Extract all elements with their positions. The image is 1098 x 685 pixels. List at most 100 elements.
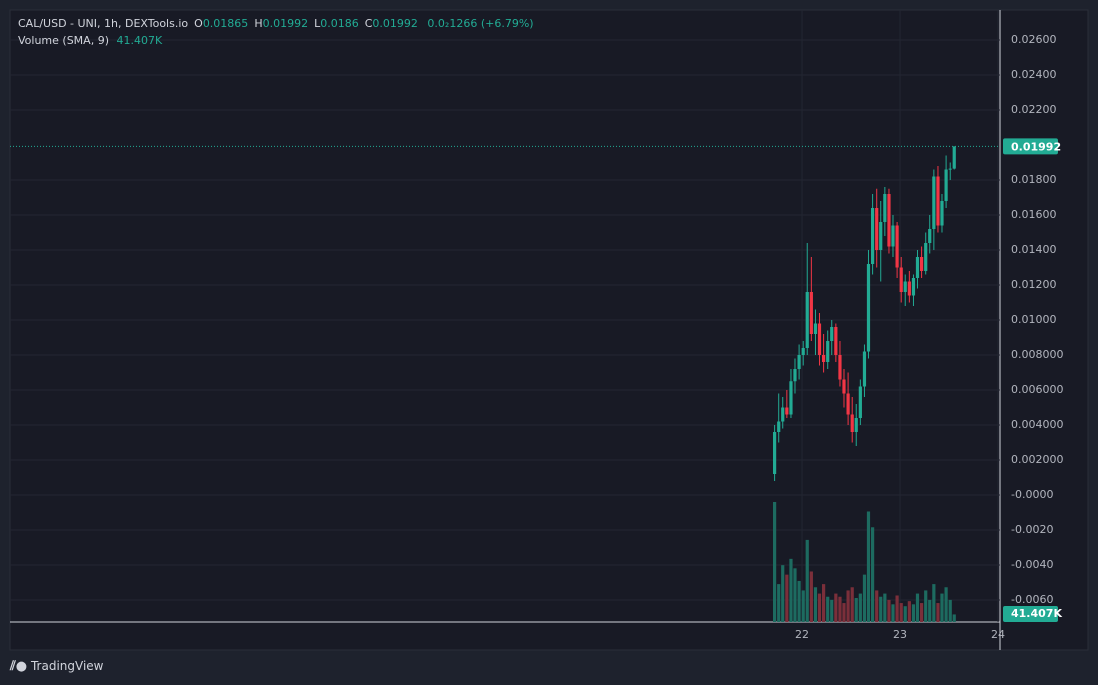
- x-tick-label: 22: [795, 628, 809, 641]
- volume-bar: [915, 593, 920, 622]
- volume-legend: Volume (SMA, 9) 41.407K: [18, 34, 162, 47]
- volume-bar: [862, 574, 867, 622]
- volume-bar: [846, 590, 850, 622]
- candle-body: [805, 291, 809, 348]
- volume-bar: [936, 603, 940, 622]
- volume-bar: [850, 587, 854, 622]
- candle-body: [813, 323, 818, 334]
- y-tick-label: -0.0040: [1011, 558, 1053, 571]
- candle-body: [854, 418, 858, 433]
- candle-body: [834, 326, 838, 355]
- volume-bar: [924, 590, 928, 622]
- candle-body: [862, 351, 867, 387]
- volume-sma-label: 41.407K: [1011, 607, 1062, 620]
- candle-body: [932, 176, 936, 229]
- y-tick-label: 0.02400: [1011, 68, 1057, 81]
- volume-bar: [866, 511, 871, 622]
- volume-bar: [817, 593, 822, 622]
- candle-body: [846, 393, 850, 415]
- volume-bar: [919, 603, 924, 622]
- candle-body: [789, 381, 793, 415]
- candle-body: [842, 379, 846, 394]
- y-tick-label: 0.01000: [1011, 313, 1057, 326]
- y-tick-label: -0.0020: [1011, 523, 1053, 536]
- volume-pane: [772, 502, 956, 622]
- candle-body: [924, 242, 928, 271]
- candle-body: [838, 354, 842, 380]
- volume-bar: [805, 539, 809, 622]
- volume-bar: [838, 596, 842, 622]
- candle-body: [793, 368, 797, 382]
- volume-bar: [940, 593, 944, 622]
- change: 0.0₂1266 (+6.79%): [427, 17, 534, 30]
- ohlc-legend: O0.01865 H0.01992 L0.0186 C0.01992: [188, 17, 418, 30]
- ohlc-value: 0.01992: [262, 17, 309, 30]
- volume-bar: [899, 603, 903, 622]
- volume-bar: [826, 596, 830, 622]
- volume-bar: [944, 587, 948, 622]
- candle-body: [891, 225, 895, 247]
- y-tick-label: 0.006000: [1011, 383, 1064, 396]
- volume-bar: [842, 603, 846, 622]
- candle-body: [879, 221, 883, 250]
- ohlc-value: 0.01865: [202, 17, 249, 30]
- volume-bar: [887, 599, 891, 622]
- volume-bar: [834, 593, 838, 622]
- volume-bar: [809, 571, 813, 622]
- candle-body: [911, 277, 916, 296]
- brand-name: TradingView: [30, 659, 104, 673]
- volume-bar: [952, 614, 956, 622]
- candle-body: [797, 354, 801, 369]
- y-tick-label: 0.002000: [1011, 453, 1064, 466]
- volume-bar: [793, 568, 797, 622]
- volume-bar: [879, 596, 883, 622]
- candle-body: [785, 407, 789, 415]
- volume-sma-tag: [1003, 606, 1058, 622]
- candle-body: [826, 340, 830, 362]
- volume-bar: [830, 599, 834, 622]
- volume-bar: [781, 565, 785, 622]
- volume-bar: [891, 604, 895, 622]
- y-tick-label: 0.01400: [1011, 243, 1057, 256]
- volume-bar: [858, 593, 862, 622]
- symbol-title: CAL/USD - UNI, 1h, DEXTools.io: [18, 17, 189, 30]
- volume-bar: [895, 595, 899, 622]
- ohlc-key: O: [194, 17, 203, 30]
- volume-bar: [903, 606, 907, 622]
- candle-body: [821, 354, 826, 362]
- candle-body: [944, 169, 948, 201]
- y-tick-label: -0.0000: [1011, 488, 1053, 501]
- volume-bar: [772, 502, 777, 622]
- volume-bar: [928, 599, 932, 622]
- volume-bar: [777, 584, 781, 622]
- volume-bar: [821, 584, 826, 622]
- y-tick-label: 0.02600: [1011, 33, 1057, 46]
- volume-bar: [854, 598, 858, 622]
- candle-body: [936, 176, 940, 226]
- volume-sma-value: 41.407K: [116, 34, 163, 47]
- y-tick-label: 0.004000: [1011, 418, 1064, 431]
- candle-body: [948, 168, 952, 170]
- volume-bar: [907, 601, 911, 622]
- volume-bar: [875, 590, 879, 622]
- candle-body: [850, 414, 854, 433]
- grid: [10, 10, 1000, 622]
- volume-bar: [932, 584, 936, 622]
- ohlc-value: 0.0186: [320, 17, 359, 30]
- candle-body: [895, 225, 899, 268]
- candle-body: [809, 291, 813, 334]
- axes: 0.02600 0.02400 0.02200 0.01800 0.01600 0.014…: [10, 33, 1064, 641]
- y-tick-label: 0.01800: [1011, 173, 1057, 186]
- y-tick-label: 0.01600: [1011, 208, 1057, 221]
- volume-bar: [797, 580, 801, 622]
- volume-bar: [801, 590, 805, 622]
- branding: ⫽● TradingView: [10, 659, 104, 674]
- y-tick-label: 0.01200: [1011, 278, 1057, 291]
- candle-body: [875, 207, 879, 250]
- candle-body: [952, 146, 956, 169]
- volume-bar: [813, 587, 818, 622]
- volume-bar: [883, 593, 887, 622]
- candle-body: [772, 432, 777, 475]
